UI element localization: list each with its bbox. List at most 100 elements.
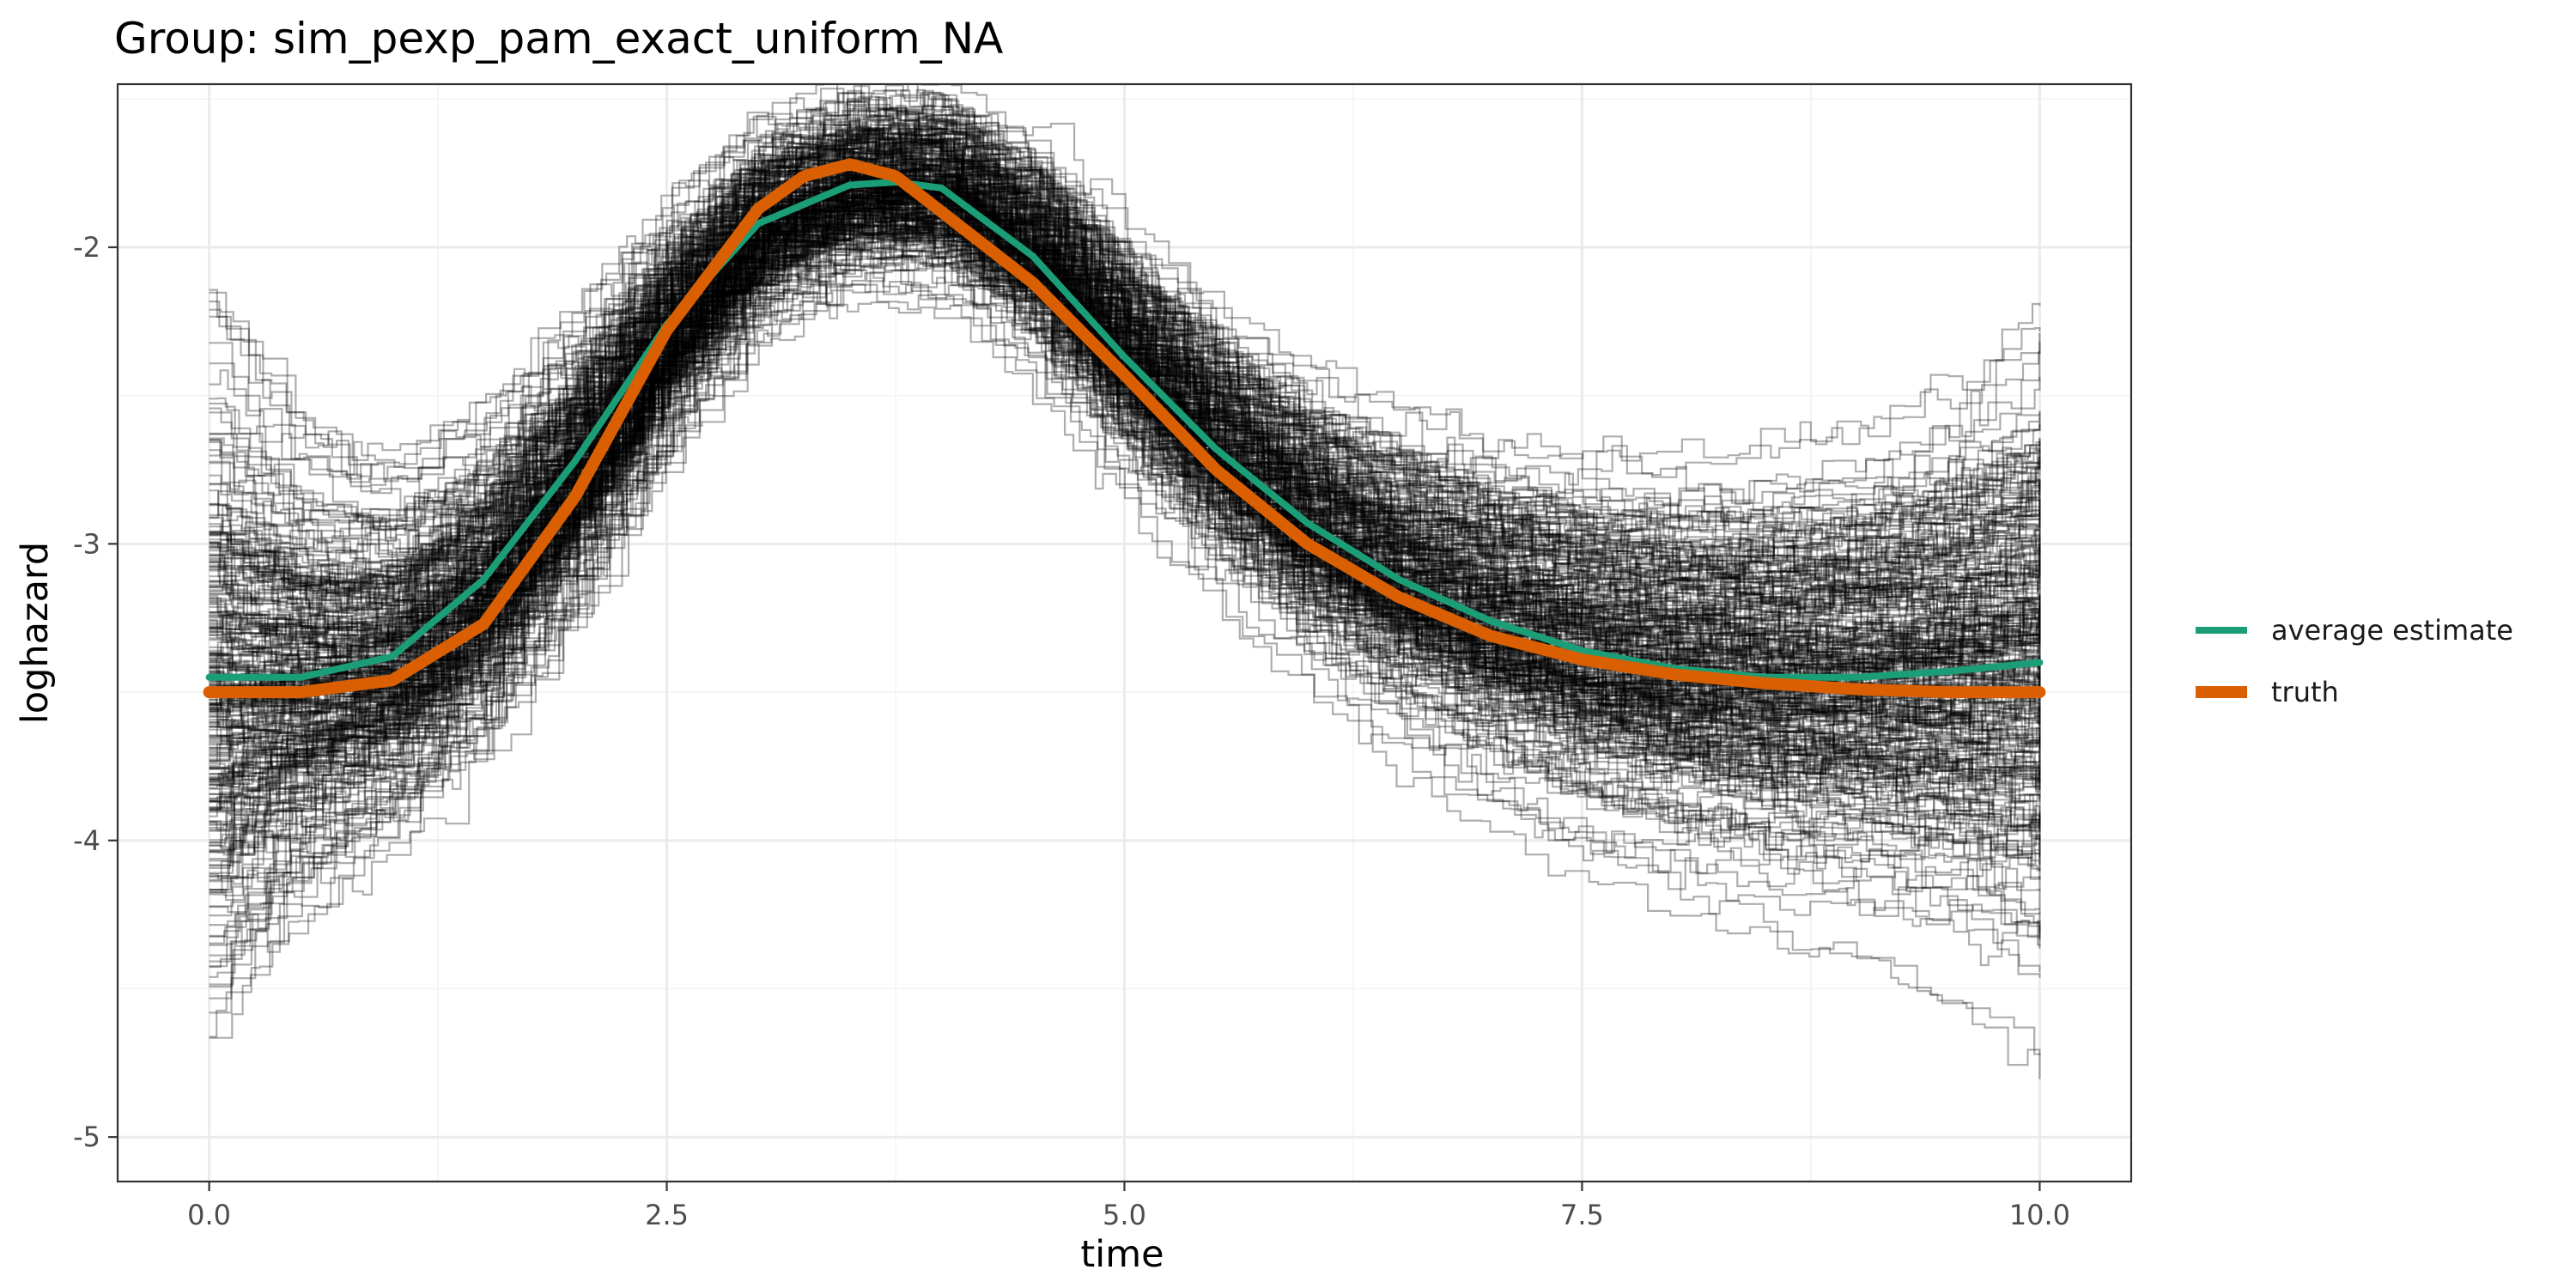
simulation-line <box>209 137 2041 580</box>
simulation-line <box>209 149 2041 650</box>
simulation-line <box>209 224 2041 842</box>
series-lines <box>203 158 2046 699</box>
simulation-line <box>209 283 2041 1055</box>
simulation-line <box>209 143 2041 680</box>
simulation-line <box>209 181 2041 659</box>
simulation-line <box>209 281 2041 1039</box>
simulation-line <box>209 249 2041 957</box>
simulation-line <box>209 107 2041 608</box>
simulation-line <box>209 85 2041 598</box>
simulation-line <box>209 150 2041 648</box>
simulation-line <box>209 204 2041 866</box>
simulation-line <box>209 237 2041 850</box>
simulation-line <box>209 130 2041 605</box>
x-tick-label: 10.0 <box>2009 1199 2070 1231</box>
simulation-line <box>209 220 2041 927</box>
simulation-line <box>209 99 2041 610</box>
simulation-line <box>209 216 2041 858</box>
simulation-line <box>209 88 2041 568</box>
simulation-line <box>209 209 2041 1014</box>
simulation-line <box>209 193 2041 847</box>
simulation-line <box>209 218 2041 762</box>
simulation-line <box>209 96 2041 529</box>
simulation-line <box>209 96 2041 533</box>
simulation-line <box>209 97 2041 566</box>
simulation-line <box>209 89 2041 653</box>
simulation-line <box>209 234 2041 1079</box>
simulation-line <box>209 150 2041 803</box>
simulation-line <box>209 209 2041 812</box>
simulation-line <box>209 184 2041 713</box>
simulation-line <box>209 174 2041 881</box>
simulation-line <box>209 89 2041 592</box>
x-tick-label: 7.5 <box>1560 1199 1604 1231</box>
simulation-line <box>209 135 2041 680</box>
simulation-line <box>209 147 2041 716</box>
simulation-line <box>209 84 2041 538</box>
simulation-line <box>209 155 2041 762</box>
simulation-line <box>209 192 2041 769</box>
simulation-line <box>209 178 2041 894</box>
simulation-line <box>209 228 2041 986</box>
simulation-line <box>209 152 2041 740</box>
simulation-line <box>209 84 2041 506</box>
simulation-line <box>209 124 2041 828</box>
simulation-line <box>209 157 2041 662</box>
simulation-line <box>209 196 2041 911</box>
simulation-line <box>209 128 2041 638</box>
simulation-line <box>209 171 2041 684</box>
x-tick-label: 0.0 <box>187 1199 231 1231</box>
simulation-line <box>209 133 2041 579</box>
simulation-line <box>209 130 2041 681</box>
simulation-line <box>209 127 2041 586</box>
simulation-line <box>209 169 2041 683</box>
simulation-line <box>209 214 2041 874</box>
simulation-line <box>209 125 2041 583</box>
simulation-line <box>209 115 2041 586</box>
simulation-line <box>209 220 2041 811</box>
simulation-line <box>209 186 2041 832</box>
simulation-line <box>209 100 2041 660</box>
simulation-line <box>209 92 2041 657</box>
y-tick-label: -4 <box>73 824 100 857</box>
simulation-line <box>209 205 2041 841</box>
simulation-line <box>209 211 2041 708</box>
simulation-line <box>209 168 2041 744</box>
simulation-line <box>209 119 2041 602</box>
simulation-line <box>209 148 2041 597</box>
simulation-line <box>209 135 2041 657</box>
simulation-line <box>209 104 2041 661</box>
simulation-line <box>209 146 2041 605</box>
simulation-line <box>209 194 2041 872</box>
simulation-line <box>209 233 2041 924</box>
y-tick-label: -2 <box>73 231 100 264</box>
legend-label: average estimate <box>2271 614 2513 647</box>
simulation-line <box>209 204 2041 787</box>
simulation-line <box>209 205 2041 831</box>
simulation-line <box>209 137 2041 615</box>
simulation-line <box>209 157 2041 731</box>
simulation-line <box>209 152 2041 715</box>
legend-label: truth <box>2271 676 2339 708</box>
simulation-line <box>209 179 2041 741</box>
simulation-line <box>209 119 2041 603</box>
x-axis-title: time <box>1080 1233 1163 1276</box>
simulation-line <box>209 219 2041 742</box>
simulation-line <box>209 201 2041 891</box>
simulation-line <box>209 166 2041 734</box>
simulation-line <box>209 118 2041 553</box>
simulation-line <box>209 240 2041 896</box>
simulation-line <box>209 248 2041 1038</box>
simulation-line <box>209 301 2041 973</box>
simulation-line <box>209 148 2041 810</box>
simulation-line <box>209 128 2041 679</box>
simulation-line <box>209 171 2041 714</box>
simulation-line <box>209 126 2041 486</box>
simulation-line <box>209 163 2041 724</box>
simulation-line <box>209 118 2041 756</box>
simulation-line <box>209 250 2041 849</box>
simulation-line <box>209 230 2041 917</box>
simulation-line <box>209 185 2041 736</box>
axis-ticks: 0.0 2.5 5.0 7.5 10.0 -2 -3 -4 -5 <box>73 231 2070 1231</box>
